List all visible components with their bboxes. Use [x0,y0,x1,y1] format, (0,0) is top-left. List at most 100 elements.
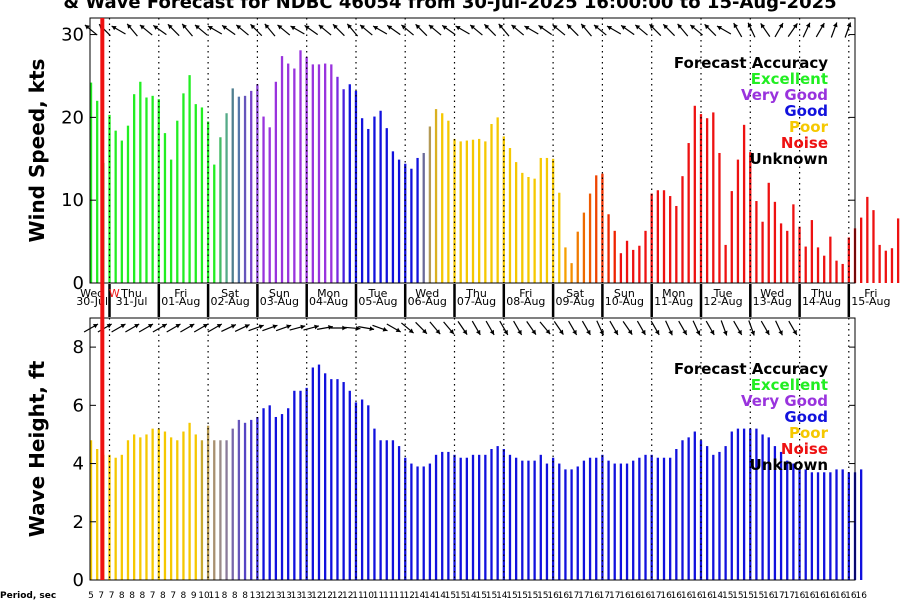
wind-bar [558,192,561,283]
wave-bar [367,405,370,580]
wave-arrow [581,320,591,336]
wind-arrow [580,23,592,37]
wind-arrow [332,23,345,37]
wave-legend-item: Unknown [750,456,828,474]
wave-bar [274,416,278,580]
wind-arrow [207,25,223,35]
wind-bar [662,190,666,283]
wave-arrow [248,324,264,332]
wind-bar [896,218,900,283]
wave-bar [182,431,185,580]
wave-bar [613,463,616,580]
period-value: 10 [363,591,375,600]
wind-arrow [760,23,771,37]
period-value: 16 [835,591,847,600]
wind-bar [360,118,364,283]
period-value: 7 [109,591,115,600]
wind-arrow [221,24,236,36]
period-value: 8 [242,591,248,600]
wind-arrow [802,22,811,38]
period-value: 9 [191,591,197,600]
wind-arrow [689,24,703,36]
wave-bar [379,440,382,580]
wind-bar [539,157,542,283]
wave-bar [213,440,216,580]
wave-bar [299,390,302,580]
wave-bar [397,446,401,580]
wave-bar [755,428,758,580]
wave-ytick-label: 0 [73,570,84,591]
wave-bar [736,428,740,580]
wave-bar [638,457,641,580]
wind-arrow [606,25,622,35]
wave-bar [151,428,154,580]
period-value: 15 [722,591,733,600]
wave-bar [188,422,191,580]
wind-bar [878,244,881,283]
wind-bar [237,96,241,283]
period-value: 7 [150,591,156,600]
wind-bar [773,201,777,283]
wave-bar [841,469,844,580]
wave-arrow [234,324,250,332]
wave-bar [293,390,296,580]
wind-bar [669,196,672,283]
wind-arrow [844,22,852,38]
wind-bar [317,64,321,284]
wind-arrow [167,23,180,37]
wave-bar [804,469,807,580]
period-value: 11 [383,591,394,600]
wind-bar [742,124,746,283]
wave-bar [860,469,863,580]
period-value: 5 [88,591,94,600]
wave-arrow [539,321,551,335]
wave-bar [145,434,148,580]
period-value: 17 [578,591,589,600]
day-of-week-label: Fri [864,287,877,300]
wind-bar [705,118,709,283]
wave-ytick-label: 6 [73,395,84,416]
wave-bar [422,466,425,580]
wave-arrow [207,323,223,333]
wave-arrow [457,321,468,335]
wave-bar [360,399,364,580]
wave-arrow [289,324,306,331]
period-value: 15 [475,591,486,600]
wave-bar [687,437,690,580]
wave-bar [533,460,536,580]
day-of-week-label: Tue [713,287,733,300]
wave-bar [200,440,204,580]
wind-bar [243,95,247,283]
wind-bar [514,162,518,283]
wind-arrow [511,24,525,36]
period-value: 16 [681,591,693,600]
wave-bar [539,454,542,580]
day-of-week-label: Fri [519,287,532,300]
wave-arrow [138,323,154,333]
period-value: 14 [465,591,477,600]
wind-legend-item: Unknown [750,150,828,168]
period-value: 7 [98,591,104,600]
wave-bar [656,457,659,580]
wind-bar [120,140,123,283]
wave-arrow [596,320,605,336]
wind-arrow [415,23,428,37]
wind-bar [293,68,296,284]
period-value: 16 [763,591,775,600]
wind-bar [619,253,623,283]
wave-legend-item: Poor [789,424,829,442]
period-value: 12 [321,591,332,600]
wind-arrow [84,24,98,36]
wave-bar [514,457,518,580]
wave-bar [256,416,259,580]
wave-legend-item: Excellent [751,376,828,394]
period-value: 12 [332,591,343,600]
day-of-week-label: Mon [317,287,340,300]
wave-arrow [650,320,660,336]
wind-bar [551,158,555,283]
wave-arrow [372,324,388,332]
wind-arrow [830,22,838,38]
wind-bar [200,107,204,283]
wave-bar [120,454,123,580]
